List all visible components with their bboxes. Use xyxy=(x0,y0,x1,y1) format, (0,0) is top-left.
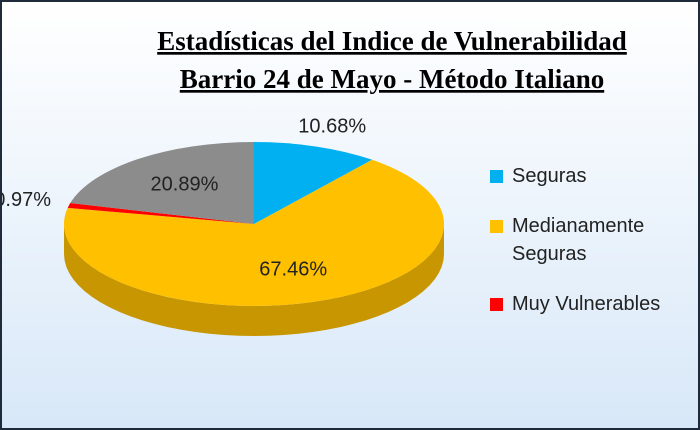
chart-title: Estadísticas del Indice de Vulnerabilida… xyxy=(157,26,627,56)
legend-swatch xyxy=(490,298,503,311)
data-label: 10.68% xyxy=(298,115,366,137)
legend-item: Seguras xyxy=(490,162,690,190)
slice xyxy=(70,142,254,224)
data-label: 0.97% xyxy=(2,189,51,211)
legend-item: Muy Vulnerables xyxy=(490,290,690,318)
legend-label: Muy Vulnerables xyxy=(512,293,661,315)
slice-side xyxy=(64,224,444,336)
legend-swatch xyxy=(490,170,503,183)
slice xyxy=(63,159,444,306)
chart-subtitle: Barrio 24 de Mayo - Método Italiano xyxy=(180,64,604,94)
slice xyxy=(254,142,373,224)
data-label: 20.89% xyxy=(151,173,219,195)
legend-swatch xyxy=(490,220,503,233)
legend-item: Medianamente Seguras xyxy=(490,212,690,268)
slice xyxy=(67,203,254,224)
data-label: 67.46% xyxy=(259,258,327,280)
legend: Seguras Medianamente Seguras Muy Vulnerabl… xyxy=(490,162,690,340)
legend-label: Seguras xyxy=(512,165,587,187)
legend-label: Medianamente Seguras xyxy=(512,215,645,265)
